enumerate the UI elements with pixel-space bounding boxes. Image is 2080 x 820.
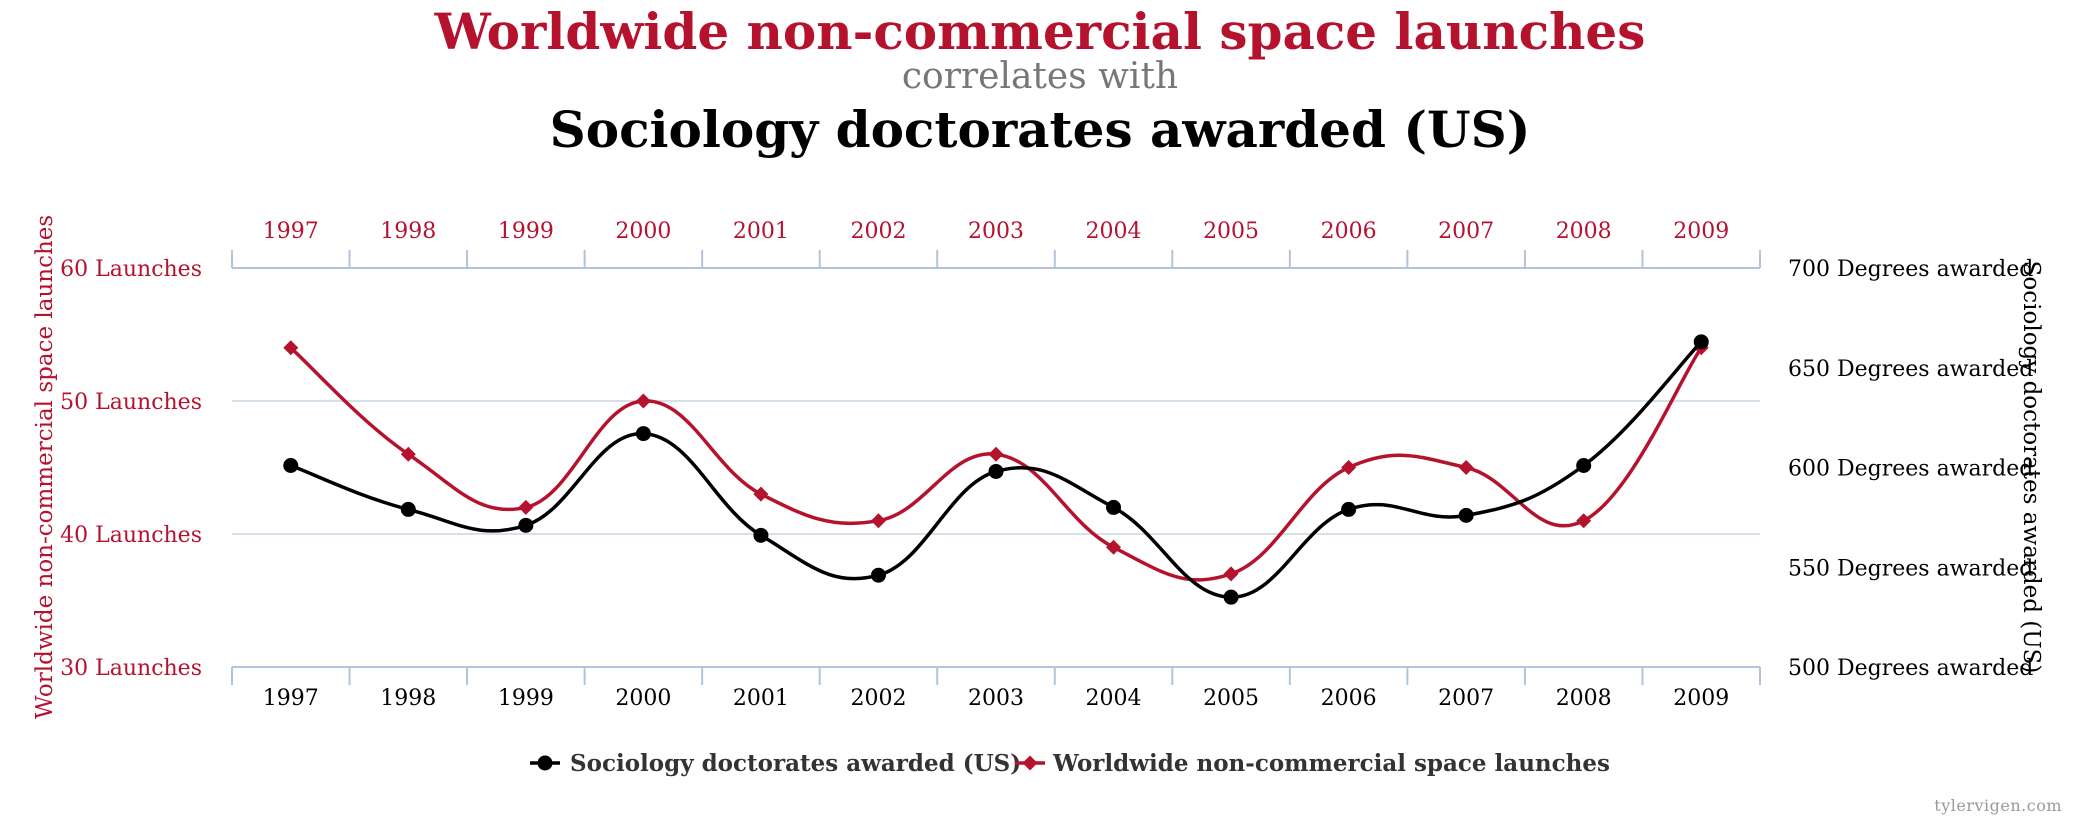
launches-point <box>870 513 886 529</box>
chart-title-secondary: Sociology doctorates awarded (US) <box>549 100 1531 159</box>
x-tick-label-bottom: 2008 <box>1556 686 1612 711</box>
doctorates-point <box>753 527 769 543</box>
launches-point <box>1458 460 1474 475</box>
y-left-tick-label: 40 Launches <box>60 523 202 548</box>
x-tick-label-bottom: 2005 <box>1203 686 1259 711</box>
x-tick-label-top: 2003 <box>968 219 1024 244</box>
legend-doctorates-swatch-marker <box>537 755 553 771</box>
axis-layer: 1997 1997 1998 1998 1999 1999 2000 2000 2001 2001… <box>32 215 2044 719</box>
grid-layer <box>232 400 1760 535</box>
legend-doctorates-label: Sociology doctorates awarded (US) <box>570 750 1021 777</box>
y-left-tick-label: 60 Launches <box>60 257 202 282</box>
launches-point <box>753 486 769 502</box>
x-tick-label-top: 1997 <box>263 219 319 244</box>
launches-point <box>400 446 416 462</box>
x-tick-label-top: 2006 <box>1321 219 1377 244</box>
x-tick-label-bottom: 2002 <box>850 686 906 711</box>
x-tick-label-top: 2005 <box>1203 219 1259 244</box>
launches-point <box>1576 513 1592 529</box>
y-right-axis-title: Sociology doctorates awarded (US) <box>2018 261 2044 674</box>
x-tick-label-top: 2004 <box>1086 219 1142 244</box>
x-tick-label-top: 2009 <box>1673 219 1729 244</box>
launches-point <box>635 393 651 409</box>
launches-line <box>289 346 1703 582</box>
y-right-tick-label: 600 Degrees awarded <box>1788 457 2033 482</box>
y-right-tick-label: 700 Degrees awarded <box>1788 257 2033 282</box>
x-tick-label-bottom: 2009 <box>1673 686 1729 711</box>
x-tick-label-bottom: 2006 <box>1321 686 1377 711</box>
launches-point <box>988 446 1004 462</box>
x-tick-label-bottom: 1997 <box>263 686 319 711</box>
x-tick-label-top: 1998 <box>380 219 436 244</box>
doctorates-point <box>1693 334 1709 350</box>
doctorates-point <box>635 426 651 442</box>
y-right-tick-label: 500 Degrees awarded <box>1788 656 2033 681</box>
x-tick-label-top: 2001 <box>733 219 789 244</box>
doctorates-point <box>1106 499 1122 515</box>
x-tick-label-bottom: 1999 <box>498 686 554 711</box>
launches-point <box>1223 566 1239 582</box>
doctorates-point <box>1576 458 1592 474</box>
launches-point <box>1106 539 1122 555</box>
y-right-tick-label: 650 Degrees awarded <box>1788 357 2033 382</box>
launches-point <box>1341 460 1357 475</box>
doctorates-point <box>283 458 299 474</box>
x-tick-label-top: 2007 <box>1438 219 1494 244</box>
series-layer <box>283 334 1709 605</box>
x-tick-label-top: 1999 <box>498 219 554 244</box>
doctorates-point <box>1223 589 1239 605</box>
launches-point <box>518 499 534 515</box>
x-tick-label-bottom: 1998 <box>380 686 436 711</box>
doctorates-point <box>870 567 886 583</box>
legend-launches-label: Worldwide non-commercial space launches <box>1052 750 1610 777</box>
x-tick-label-bottom: 2000 <box>615 686 671 711</box>
x-tick-label-top: 2008 <box>1556 219 1612 244</box>
x-tick-label-bottom: 2007 <box>1438 686 1494 711</box>
y-right-tick-label: 550 Degrees awarded <box>1788 556 2033 581</box>
x-tick-label-bottom: 2001 <box>733 686 789 711</box>
legend: Sociology doctorates awarded (US) Worldwi… <box>530 750 1610 777</box>
legend-launches-swatch-marker <box>1022 755 1038 771</box>
y-left-axis-title: Worldwide non-commercial space launches <box>32 215 58 719</box>
x-tick-label-top: 2000 <box>615 219 671 244</box>
doctorates-point <box>1341 501 1357 517</box>
x-tick-label-top: 2002 <box>850 219 906 244</box>
chart-title-primary: Worldwide non-commercial space launches <box>434 2 1646 61</box>
doctorates-point <box>518 517 534 533</box>
launches-point <box>283 340 299 356</box>
y-left-tick-label: 30 Launches <box>60 656 202 681</box>
doctorates-point <box>400 501 416 517</box>
y-left-tick-label: 50 Launches <box>60 390 202 415</box>
x-tick-label-bottom: 2004 <box>1086 686 1142 711</box>
x-tick-label-bottom: 2003 <box>968 686 1024 711</box>
credit-label: tylervigen.com <box>1934 796 2062 815</box>
chart-title-connector: correlates with <box>901 56 1179 97</box>
doctorates-point <box>988 463 1004 479</box>
doctorates-point <box>1458 507 1474 523</box>
